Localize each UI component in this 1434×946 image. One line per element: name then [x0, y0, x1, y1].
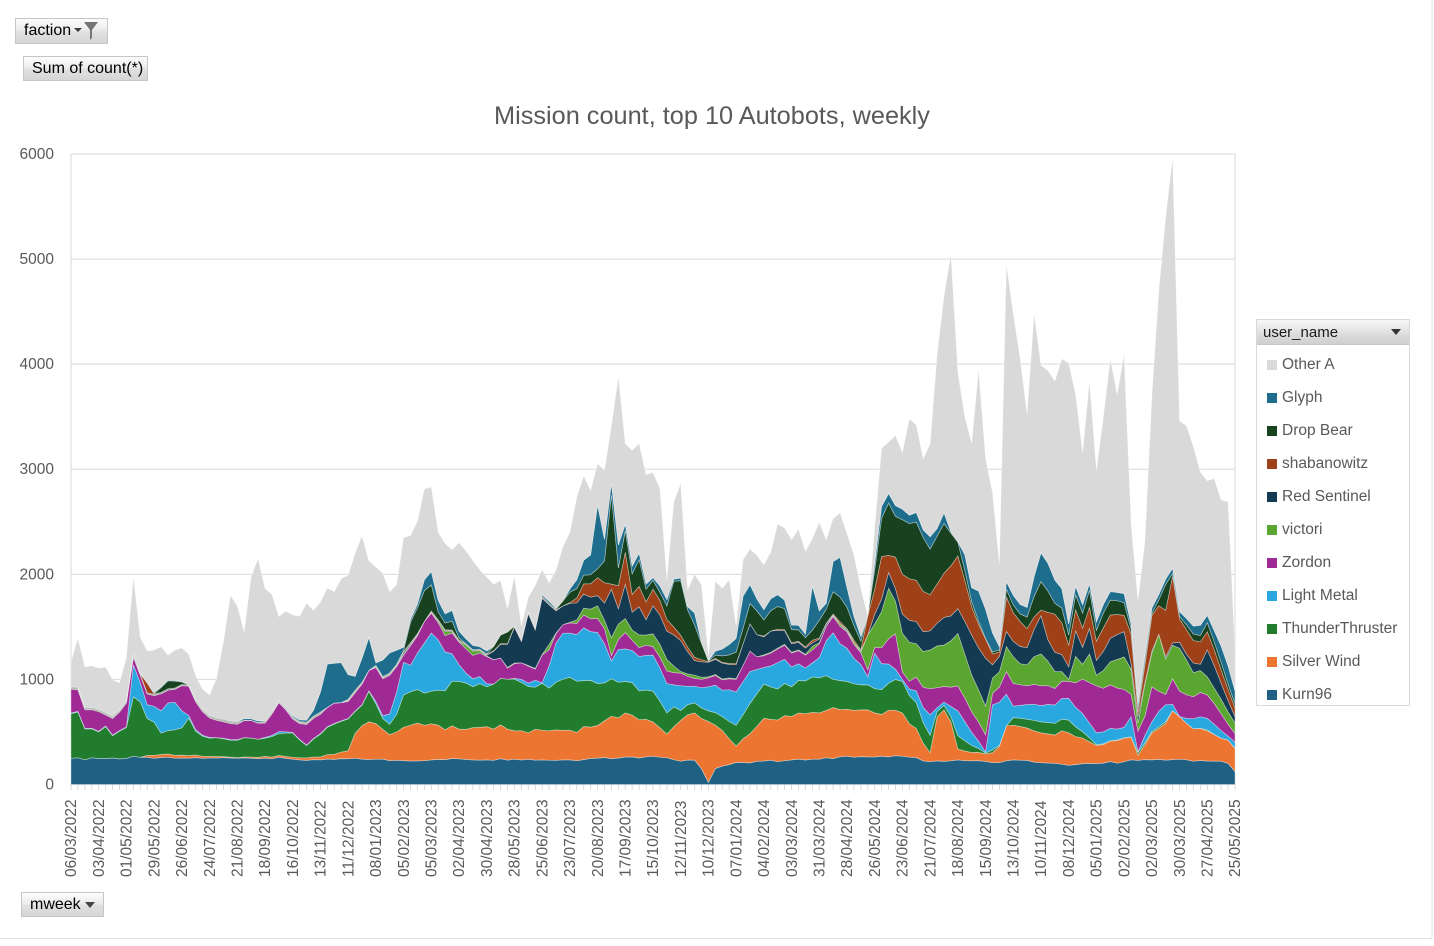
svg-text:29/05/2022: 29/05/2022 — [146, 799, 163, 877]
svg-text:02/04/2023: 02/04/2023 — [451, 799, 468, 877]
svg-text:5000: 5000 — [20, 251, 55, 268]
svg-text:18/09/2022: 18/09/2022 — [257, 799, 274, 877]
svg-text:2000: 2000 — [20, 566, 55, 583]
svg-text:06/03/2022: 06/03/2022 — [63, 799, 80, 877]
svg-text:05/01/2025: 05/01/2025 — [1089, 799, 1106, 877]
svg-text:27/04/2025: 27/04/2025 — [1200, 799, 1217, 877]
svg-text:03/03/2024: 03/03/2024 — [784, 799, 801, 877]
svg-text:21/08/2022: 21/08/2022 — [230, 799, 247, 877]
svg-text:03/04/2022: 03/04/2022 — [91, 799, 108, 877]
svg-text:02/02/2025: 02/02/2025 — [1116, 799, 1133, 877]
svg-text:13/10/2024: 13/10/2024 — [1006, 799, 1023, 877]
svg-text:11/12/2022: 11/12/2022 — [340, 801, 357, 877]
svg-text:10/11/2024: 10/11/2024 — [1033, 800, 1050, 877]
svg-text:15/09/2024: 15/09/2024 — [978, 799, 995, 877]
svg-text:08/12/2024: 08/12/2024 — [1061, 799, 1078, 877]
svg-text:05/03/2023: 05/03/2023 — [424, 799, 441, 877]
svg-text:20/08/2023: 20/08/2023 — [590, 799, 607, 877]
svg-text:21/07/2024: 21/07/2024 — [922, 799, 939, 877]
svg-text:25/05/2025: 25/05/2025 — [1227, 799, 1244, 877]
svg-text:02/03/2025: 02/03/2025 — [1144, 799, 1161, 877]
svg-text:23/07/2023: 23/07/2023 — [562, 799, 579, 877]
svg-text:25/06/2023: 25/06/2023 — [534, 799, 551, 877]
svg-text:10/12/2023: 10/12/2023 — [701, 799, 718, 877]
svg-text:1000: 1000 — [20, 671, 55, 688]
svg-text:3000: 3000 — [20, 461, 55, 478]
svg-text:0: 0 — [45, 777, 54, 794]
svg-text:07/01/2024: 07/01/2024 — [728, 799, 745, 877]
svg-text:15/10/2023: 15/10/2023 — [645, 799, 662, 877]
svg-text:30/03/2025: 30/03/2025 — [1172, 799, 1189, 877]
svg-text:28/04/2024: 28/04/2024 — [839, 799, 856, 877]
svg-text:4000: 4000 — [20, 356, 55, 373]
svg-text:30/04/2023: 30/04/2023 — [479, 799, 496, 877]
svg-text:23/06/2024: 23/06/2024 — [895, 799, 912, 877]
svg-text:17/09/2023: 17/09/2023 — [618, 799, 635, 877]
svg-text:26/06/2022: 26/06/2022 — [174, 799, 191, 877]
svg-text:01/05/2022: 01/05/2022 — [119, 799, 136, 877]
svg-text:28/05/2023: 28/05/2023 — [507, 799, 524, 877]
svg-text:13/11/2022: 13/11/2022 — [313, 801, 330, 877]
svg-text:18/08/2024: 18/08/2024 — [950, 799, 967, 877]
svg-text:04/02/2024: 04/02/2024 — [756, 799, 773, 877]
svg-text:24/07/2022: 24/07/2022 — [202, 799, 219, 877]
svg-text:6000: 6000 — [20, 146, 55, 163]
svg-text:05/02/2023: 05/02/2023 — [396, 799, 413, 877]
svg-text:16/10/2022: 16/10/2022 — [285, 799, 302, 877]
svg-text:26/05/2024: 26/05/2024 — [867, 799, 884, 877]
svg-text:12/11/2023: 12/11/2023 — [673, 801, 690, 877]
svg-text:Mission count, top 10 Autobots: Mission count, top 10 Autobots, weekly — [494, 102, 930, 130]
svg-text:31/03/2024: 31/03/2024 — [812, 799, 829, 877]
svg-text:08/01/2023: 08/01/2023 — [368, 799, 385, 877]
